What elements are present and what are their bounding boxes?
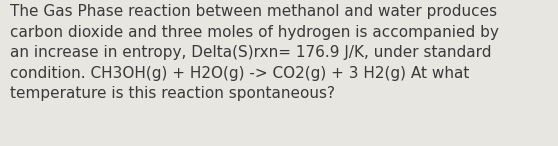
Text: The Gas Phase reaction between methanol and water produces
carbon dioxide and th: The Gas Phase reaction between methanol …	[10, 4, 499, 101]
